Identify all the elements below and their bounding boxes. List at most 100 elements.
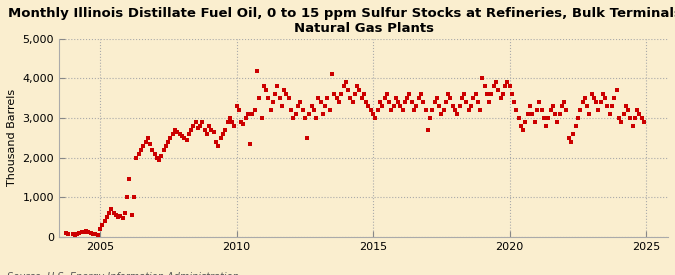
Point <box>331 96 342 100</box>
Point <box>534 100 545 104</box>
Point <box>431 96 442 100</box>
Point <box>475 108 485 112</box>
Point <box>167 132 178 136</box>
Point <box>227 120 238 124</box>
Point <box>222 120 233 124</box>
Point <box>554 112 565 116</box>
Point <box>313 96 324 100</box>
Point <box>438 108 449 112</box>
Point <box>79 229 90 234</box>
Point <box>63 231 74 236</box>
Point <box>335 92 346 97</box>
Point <box>561 108 572 112</box>
Point <box>97 223 107 227</box>
Point <box>443 92 454 97</box>
Point <box>636 116 647 120</box>
Point <box>484 100 495 104</box>
Point <box>140 139 151 144</box>
Point <box>408 108 419 112</box>
Point <box>92 233 103 237</box>
Point <box>234 108 244 112</box>
Point <box>126 213 137 217</box>
Point <box>397 108 408 112</box>
Point <box>352 84 362 89</box>
Point <box>625 116 636 120</box>
Point <box>456 96 467 100</box>
Point <box>176 134 187 138</box>
Point <box>197 120 208 124</box>
Point <box>231 104 242 108</box>
Point <box>315 100 326 104</box>
Point <box>584 112 595 116</box>
Point <box>338 84 349 89</box>
Point <box>379 96 390 100</box>
Point <box>541 124 551 128</box>
Point <box>373 108 383 112</box>
Point <box>106 207 117 211</box>
Point <box>493 88 504 92</box>
Point <box>169 128 180 132</box>
Point <box>333 100 344 104</box>
Point <box>274 96 285 100</box>
Point <box>284 96 294 100</box>
Point <box>513 116 524 120</box>
Point <box>272 84 283 89</box>
Point <box>154 157 165 162</box>
Point <box>566 139 576 144</box>
Point <box>134 152 144 156</box>
Point <box>427 108 438 112</box>
Point <box>256 116 267 120</box>
Point <box>172 130 183 134</box>
Point <box>500 84 510 89</box>
Point <box>609 96 620 100</box>
Point <box>423 128 433 132</box>
Point <box>279 88 290 92</box>
Point <box>61 230 72 235</box>
Point <box>622 108 633 112</box>
Point <box>347 100 358 104</box>
Point <box>322 96 333 100</box>
Point <box>529 120 540 124</box>
Point <box>445 96 456 100</box>
Point <box>616 120 626 124</box>
Point <box>434 104 445 108</box>
Point <box>101 215 112 219</box>
Point <box>425 116 435 120</box>
Point <box>124 177 135 182</box>
Point <box>502 80 513 85</box>
Point <box>142 136 153 140</box>
Point <box>368 112 379 116</box>
Point <box>192 126 203 130</box>
Point <box>454 104 465 108</box>
Point <box>281 92 292 97</box>
Point <box>441 100 452 104</box>
Point <box>206 128 217 132</box>
Point <box>557 104 568 108</box>
Point <box>311 116 322 120</box>
Point <box>302 136 313 140</box>
Point <box>632 108 643 112</box>
Point <box>242 112 253 116</box>
Point <box>522 112 533 116</box>
Point <box>639 120 649 124</box>
Point <box>103 211 114 215</box>
Point <box>213 144 223 148</box>
Point <box>612 88 622 92</box>
Point <box>190 120 201 124</box>
Point <box>318 112 329 116</box>
Point <box>354 88 364 92</box>
Point <box>277 104 288 108</box>
Point <box>88 231 99 236</box>
Point <box>156 153 167 158</box>
Point <box>149 152 160 156</box>
Point <box>68 232 78 236</box>
Point <box>527 112 538 116</box>
Point <box>506 92 517 97</box>
Point <box>504 84 515 89</box>
Point <box>468 96 479 100</box>
Point <box>295 100 306 104</box>
Point <box>261 88 271 92</box>
Point <box>300 116 310 120</box>
Point <box>436 112 447 116</box>
Point <box>122 195 133 199</box>
